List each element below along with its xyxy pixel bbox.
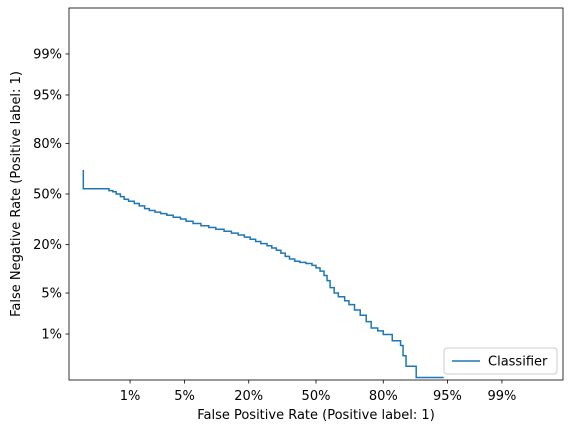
y-axis-label: False Negative Rate (Positive label: 1)	[9, 71, 24, 317]
x-tick-label: 5%	[174, 389, 195, 404]
x-tick-label: 95%	[433, 389, 462, 404]
x-tick-label: 80%	[369, 389, 398, 404]
y-tick-label: 50%	[33, 188, 62, 203]
y-axis-ticks: 1% 5% 20% 50% 80% 95% 99%	[33, 47, 69, 343]
y-tick-label: 1%	[41, 328, 62, 343]
x-tick-label: 1%	[120, 389, 141, 404]
series-line-classifier	[82, 169, 444, 379]
x-tick-label: 20%	[234, 389, 263, 404]
y-tick-label: 95%	[33, 88, 62, 103]
axes-frame	[68, 7, 564, 381]
x-tick-label: 99%	[487, 389, 516, 404]
legend: Classifier	[443, 347, 558, 375]
x-tick-label: 50%	[302, 389, 331, 404]
y-tick-label: 80%	[33, 137, 62, 152]
legend-label: Classifier	[488, 355, 548, 370]
y-tick-label: 99%	[33, 47, 62, 62]
legend-box	[443, 347, 558, 375]
x-axis-ticks: 1% 5% 20% 50% 80% 95% 99%	[120, 380, 516, 404]
x-axis-label: False Positive Rate (Positive label: 1)	[197, 408, 435, 423]
y-tick-label: 5%	[41, 287, 62, 302]
curve-layer	[82, 169, 444, 379]
y-tick-label: 20%	[33, 238, 62, 253]
